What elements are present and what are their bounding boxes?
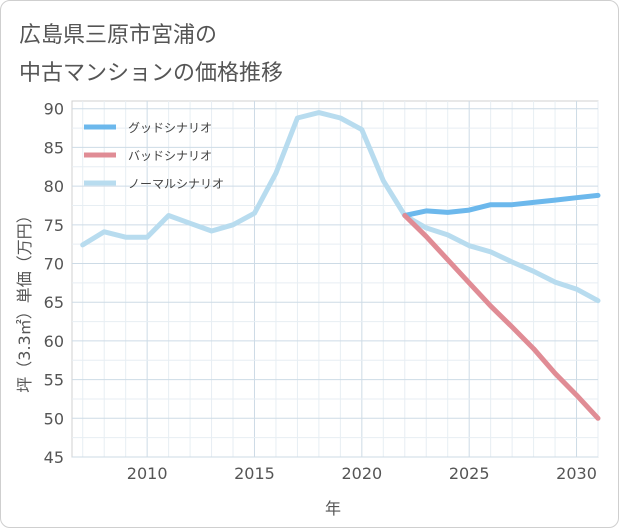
y-tick-label: 50 [44, 409, 64, 428]
y-tick-label: 90 [44, 100, 64, 119]
x-tick-label: 2010 [127, 464, 168, 483]
x-axis-title: 年 [325, 499, 341, 518]
legend-label: ノーマルシナリオ [128, 177, 224, 191]
series-line-1 [402, 213, 601, 421]
y-tick-label: 85 [44, 138, 64, 157]
chart-title-line-2: 中古マンションの価格推移 [19, 61, 284, 86]
tick-labels: 45 50 55 60 65 70 75 80 85 90 2010 2015 2020 2025 2030 [44, 100, 597, 483]
legend-label: グッドシナリオ [128, 121, 212, 135]
series-layer [80, 110, 601, 421]
chart-title-line-1: 広島県三原市宮浦の [19, 23, 218, 48]
x-tick-label: 2020 [341, 464, 382, 483]
y-tick-label: 75 [44, 216, 64, 235]
y-tick-label: 60 [44, 332, 64, 351]
y-tick-label: 70 [44, 255, 64, 274]
x-tick-label: 2025 [449, 464, 490, 483]
y-axis-title: 坪（3.3㎡）単価（万円） [15, 207, 34, 392]
series-line-0 [402, 192, 601, 218]
x-tick-label: 2030 [556, 464, 597, 483]
series-line-2 [80, 110, 601, 304]
x-tick-label: 2015 [234, 464, 275, 483]
legend-label: バッドシナリオ [128, 149, 212, 163]
y-tick-label: 45 [44, 448, 64, 467]
y-tick-label: 65 [44, 293, 64, 312]
y-tick-label: 80 [44, 177, 64, 196]
plot-area [71, 100, 599, 458]
y-tick-label: 55 [44, 371, 64, 390]
